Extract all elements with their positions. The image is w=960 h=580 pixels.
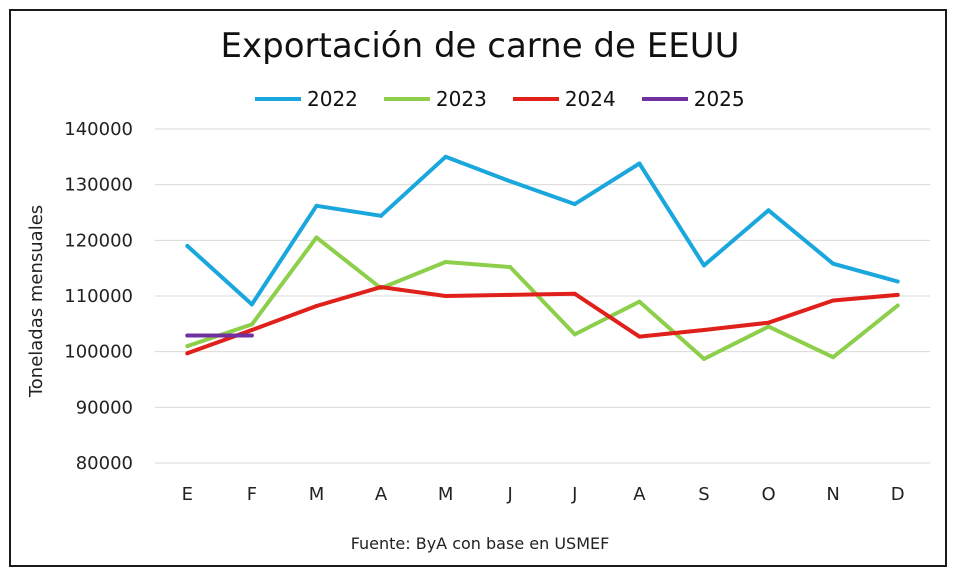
legend-swatch-2023 [383, 97, 430, 101]
series-line-2022 [185, 154, 899, 307]
data-point-2022 [895, 279, 900, 284]
series-line-2024 [186, 285, 898, 356]
legend-label-2023: 2023 [435, 87, 487, 111]
x-tick-label: M [309, 484, 325, 505]
legend-item-2024: 2024 [512, 87, 616, 111]
legend-label-2025: 2025 [693, 87, 745, 111]
data-point-2023 [831, 355, 836, 360]
legend-label-2024: 2024 [564, 87, 616, 111]
x-tick-label: D [891, 484, 905, 505]
data-point-2024 [766, 320, 771, 325]
data-point-2023 [185, 344, 190, 349]
data-point-2022 [379, 213, 384, 218]
chart-title: Exportación de carne de EEUU [220, 26, 740, 66]
y-tick-label: 140000 [64, 119, 133, 140]
x-tick-label: M [438, 484, 454, 505]
x-tick-label: S [698, 484, 709, 505]
x-tick-label: J [571, 484, 577, 505]
data-point-2022 [637, 161, 642, 166]
legend-item-2022: 2022 [255, 87, 358, 111]
legend-label-2022: 2022 [307, 87, 358, 111]
chart-legend: 2022 2023 2024 2025 [255, 86, 771, 112]
y-tick-label: 80000 [76, 453, 133, 474]
legend-item-2025: 2025 [641, 87, 745, 111]
data-point-2024 [314, 304, 319, 309]
data-point-2023 [637, 299, 642, 304]
y-tick-label: 90000 [76, 397, 133, 418]
y-axis-title: Toneladas mensuales [26, 205, 47, 398]
data-point-2022 [766, 208, 771, 213]
y-tick-label: 100000 [64, 342, 133, 363]
data-point-2023 [701, 356, 706, 361]
data-point-2022 [701, 263, 706, 268]
data-point-2023 [572, 332, 577, 337]
x-tick-label: E [182, 484, 193, 505]
data-point-2024 [185, 351, 190, 356]
legend-swatch-2022 [255, 97, 301, 101]
legend-swatch-2025 [641, 97, 688, 101]
data-point-2024 [895, 292, 900, 297]
data-point-2024 [572, 291, 577, 296]
x-tick-label: O [761, 484, 775, 505]
data-point-2024 [379, 285, 384, 290]
x-tick-label: A [375, 484, 388, 505]
x-tick-label: J [507, 484, 513, 505]
data-point-2023 [895, 303, 900, 308]
legend-swatch-2024 [512, 97, 559, 101]
y-tick-label: 110000 [64, 286, 133, 307]
data-point-2022 [185, 243, 190, 248]
data-point-2024 [831, 298, 836, 303]
legend-item-2023: 2023 [383, 87, 487, 111]
data-point-2023 [508, 265, 513, 270]
data-point-2022 [572, 202, 577, 207]
data-point-2023 [443, 260, 448, 265]
y-tick-label: 130000 [64, 175, 133, 196]
data-point-2025 [249, 333, 254, 338]
x-tick-label: F [247, 484, 257, 505]
data-point-2024 [701, 327, 706, 332]
data-point-2022 [443, 154, 448, 159]
data-point-2025 [185, 333, 190, 338]
data-point-2022 [249, 302, 254, 307]
series-line-2023 [186, 235, 899, 361]
source-note: Fuente: ByA con base en USMEF [350, 534, 610, 553]
y-tick-label: 120000 [64, 230, 133, 251]
data-point-2024 [637, 334, 642, 339]
data-point-2024 [508, 292, 513, 297]
data-point-2024 [249, 327, 254, 332]
data-point-2022 [508, 179, 513, 184]
data-point-2024 [443, 294, 448, 298]
data-point-2022 [314, 203, 319, 208]
x-tick-label: N [826, 484, 839, 505]
x-tick-label: A [633, 484, 646, 505]
data-point-2023 [249, 322, 254, 327]
data-point-2023 [314, 235, 319, 240]
data-point-2022 [831, 261, 836, 266]
data-point-2023 [766, 324, 771, 329]
chart-frame [9, 9, 947, 567]
